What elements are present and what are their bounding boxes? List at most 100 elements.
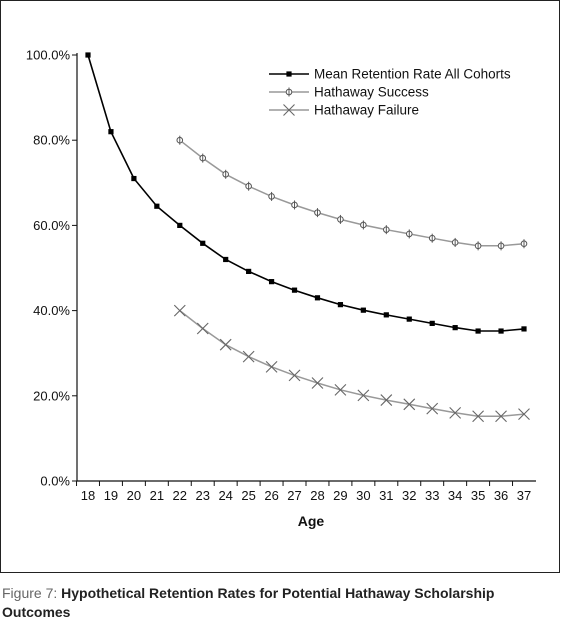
x-tick-label: 32	[402, 488, 416, 503]
y-axis-ticks: 0.0% 20.0% 40.0% 60.0% 80.0% 100.0%	[26, 48, 77, 489]
data-point	[222, 169, 229, 179]
x-tick-label: 19	[104, 488, 118, 503]
data-point-stroke	[288, 369, 301, 382]
axes	[76, 53, 536, 482]
data-point-stroke	[495, 410, 507, 423]
x-axis-title: Age	[298, 513, 325, 529]
data-point	[498, 328, 504, 334]
data-point	[429, 320, 435, 326]
data-point	[291, 287, 298, 293]
data-point	[518, 408, 530, 421]
data-point	[200, 240, 206, 246]
data-point-stroke	[334, 383, 347, 396]
y-tick-label: 0.0%	[40, 474, 70, 489]
legend-label: Hathaway Failure	[314, 103, 419, 118]
x-tick-label: 33	[425, 488, 439, 503]
data-point	[474, 241, 482, 251]
x-tick-label: 29	[333, 488, 347, 503]
x-tick-label: 26	[264, 488, 278, 503]
data-point	[521, 326, 527, 332]
figure-caption-text: Hypothetical Retention Rates for Potenti…	[2, 585, 495, 620]
data-point-stroke	[426, 402, 439, 415]
x-tick-label: 22	[173, 488, 187, 503]
x-tick-label: 31	[379, 488, 393, 503]
data-point	[495, 410, 507, 423]
x-tick-label: 23	[196, 488, 210, 503]
data-point	[108, 129, 114, 135]
x-tick-label: 30	[356, 488, 370, 503]
data-point	[268, 191, 275, 201]
data-point	[131, 175, 137, 182]
data-point	[265, 360, 278, 373]
legend-label: Hathaway Success	[314, 85, 429, 100]
x-tick-label: 24	[218, 488, 232, 503]
data-point	[357, 389, 370, 402]
data-point-stroke	[196, 322, 209, 335]
data-point	[428, 233, 436, 243]
data-point	[285, 87, 293, 97]
data-point	[242, 350, 255, 363]
data-point-stroke	[472, 410, 484, 423]
data-point	[311, 377, 324, 389]
data-point-stroke	[403, 398, 416, 411]
data-point	[360, 220, 367, 230]
data-point	[449, 406, 462, 419]
x-tick-label: 37	[517, 488, 531, 503]
data-point	[380, 394, 393, 406]
data-point	[452, 325, 458, 331]
legend-label: Mean Retention Rate All Cohorts	[314, 67, 511, 82]
legend-item: Hathaway Success	[269, 85, 429, 100]
x-axis-ticks: 18 19 20 21 22 23 24 25 26 27 28 29 30 31 32 33 34 35 36 37	[76, 481, 531, 503]
legend: Mean Retention Rate All Cohorts Hathaway …	[269, 67, 511, 118]
series-hathaway-failure	[173, 304, 530, 423]
x-tick-label: 20	[127, 488, 141, 503]
series-line	[179, 310, 525, 417]
x-tick-label: 28	[310, 488, 324, 503]
data-point	[520, 239, 528, 249]
legend-item: Mean Retention Rate All Cohorts	[269, 67, 511, 82]
y-tick-label: 20.0%	[33, 388, 70, 403]
data-point	[497, 241, 505, 251]
data-point	[360, 307, 366, 313]
series-hathaway-success	[176, 135, 528, 251]
data-point	[85, 52, 91, 58]
legend-item: Hathaway Failure	[269, 103, 419, 118]
data-point-stroke	[357, 389, 370, 402]
data-point	[268, 279, 275, 285]
data-point-stroke	[283, 104, 295, 116]
data-point	[314, 295, 321, 301]
data-point	[223, 256, 229, 263]
data-point	[406, 316, 412, 322]
data-point	[291, 200, 298, 210]
data-point-stroke	[173, 304, 186, 317]
chart-frame: 0.0% 20.0% 40.0% 60.0% 80.0% 100.0% 18 19 20 21 2…	[0, 0, 560, 573]
data-point-stroke	[518, 408, 530, 421]
data-point	[173, 304, 186, 317]
x-tick-label: 18	[81, 488, 95, 503]
data-point-stroke	[449, 406, 462, 419]
x-tick-label: 27	[287, 488, 301, 503]
y-tick-label: 100.0%	[26, 48, 71, 63]
data-point-stroke	[380, 394, 393, 406]
data-point-stroke	[311, 377, 324, 389]
x-tick-label: 25	[241, 488, 255, 503]
data-point	[475, 328, 481, 334]
data-point	[199, 153, 207, 163]
retention-line-chart: 0.0% 20.0% 40.0% 60.0% 80.0% 100.0% 18 19 20 21 2…	[26, 48, 536, 529]
data-point	[314, 208, 321, 218]
figure-caption: Figure 7: Hypothetical Retention Rates f…	[2, 584, 558, 622]
data-point	[403, 398, 416, 411]
data-point	[472, 410, 484, 423]
data-point	[283, 104, 295, 116]
data-point	[154, 203, 160, 209]
data-point	[288, 369, 301, 382]
y-tick-label: 40.0%	[33, 303, 70, 318]
x-tick-label: 34	[448, 488, 462, 503]
data-point-stroke	[242, 350, 255, 363]
series-line	[179, 139, 525, 247]
data-point-stroke	[219, 338, 232, 351]
data-point-stroke	[265, 360, 278, 373]
x-tick-label: 35	[471, 488, 485, 503]
data-point	[219, 338, 232, 351]
figure-label: Figure 7:	[2, 585, 58, 601]
